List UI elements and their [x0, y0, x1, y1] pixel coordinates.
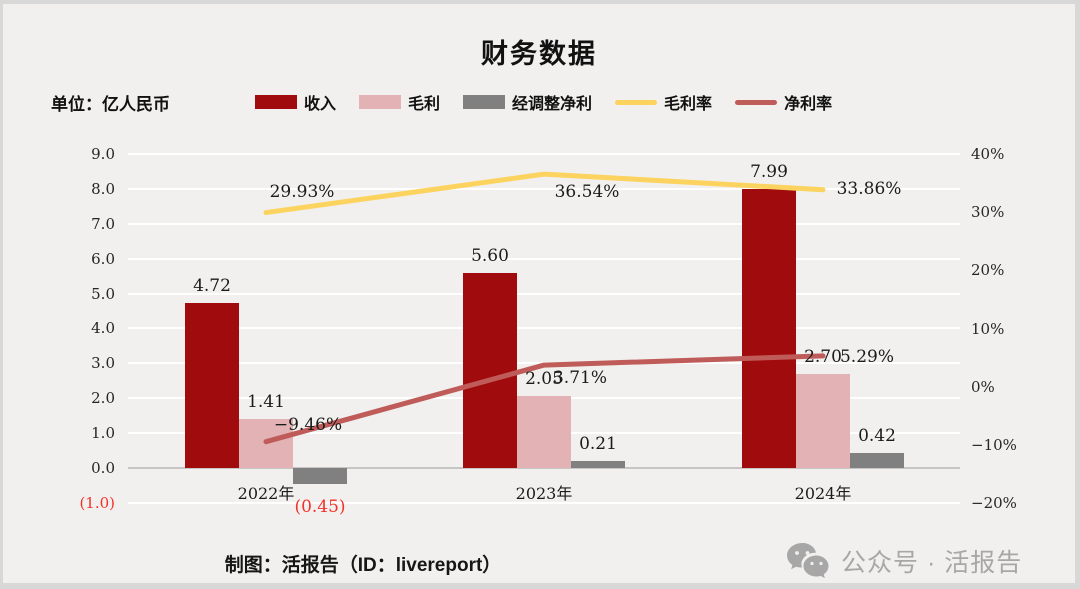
x-axis-category-label: 2022年 — [237, 484, 295, 503]
left-axis-tick: 4.0 — [91, 319, 115, 338]
gross-margin-line-label: 36.54% — [554, 182, 620, 203]
revenue-bar[interactable] — [463, 272, 517, 468]
left-axis-tick: 8.0 — [91, 179, 115, 198]
legend-label: 经调整净利 — [512, 96, 593, 113]
wechat-badge-text: 公众号 · 活报告 — [841, 549, 1023, 577]
legend-item-gross-profit[interactable]: 毛利 — [359, 90, 440, 114]
legend-item-gross-margin[interactable]: 毛利率 — [615, 90, 712, 114]
right-axis-tick: 30% — [971, 203, 1005, 222]
gross-profit-bar[interactable] — [517, 396, 571, 468]
left-axis-tick: 9.0 — [91, 144, 115, 163]
legend: 收入 毛利 经调整净利 毛利率 净利率 — [255, 90, 832, 114]
adjusted-net-bar-label: 0.21 — [579, 433, 617, 454]
net-margin-line[interactable] — [263, 353, 826, 445]
right-axis-tick: 40% — [971, 145, 1005, 163]
gross-profit-bar-label: 1.41 — [247, 391, 285, 412]
gridline — [128, 292, 960, 295]
gross-profit-bar-label: 2.70 — [804, 346, 842, 367]
adjusted-net-bar[interactable] — [293, 468, 347, 484]
gross-profit-bar[interactable] — [796, 373, 850, 468]
legend-label: 收入 — [304, 96, 337, 113]
right-axis-tick: −10% — [971, 435, 1017, 454]
adjusted-net-bar[interactable] — [571, 460, 625, 468]
net-margin-line-label: 3.71% — [552, 368, 608, 389]
revenue-swatch-icon — [255, 95, 297, 109]
left-axis-tick: 5.0 — [91, 284, 115, 303]
wechat-badge: 公众号 · 活报告 — [785, 542, 1022, 580]
legend-label: 毛利率 — [664, 96, 713, 113]
revenue-bar-label: 7.99 — [750, 162, 788, 183]
gross-margin-line-icon — [615, 99, 658, 105]
gridline — [128, 501, 960, 504]
right-axis-tick: −20% — [971, 494, 1017, 512]
gridline — [128, 257, 960, 260]
right-axis-tick: 0% — [971, 377, 995, 396]
right-axis-tick: 10% — [971, 319, 1005, 338]
left-axis-tick: 2.0 — [91, 389, 115, 408]
adjusted-net-bar-label: 0.42 — [858, 426, 896, 447]
gridline — [128, 222, 960, 225]
left-axis-tick: 6.0 — [91, 249, 115, 268]
legend-item-adjusted-net[interactable]: 经调整净利 — [463, 90, 592, 114]
x-axis-category-label: 2023年 — [515, 484, 573, 503]
gross-profit-swatch-icon — [359, 95, 402, 109]
gross-margin-line[interactable] — [263, 171, 826, 216]
left-axis-tick: 0.0 — [91, 459, 115, 477]
chart-canvas: 财务数据 单位：亿人民币 收入 毛利 经调整净利 毛利率 净利率 — [3, 4, 1075, 583]
left-axis-tick: (1.0) — [79, 493, 115, 512]
left-axis-tick: 7.0 — [91, 214, 115, 233]
adjusted-net-swatch-icon — [463, 95, 506, 109]
net-margin-line-label: 5.29% — [839, 346, 895, 367]
gridline — [128, 152, 960, 155]
legend-label: 毛利 — [408, 96, 441, 113]
footer-credit: 制图：活报告（ID：livereport） — [224, 555, 502, 576]
right-axis-tick: 20% — [971, 261, 1005, 280]
zero-axis-line — [128, 467, 960, 469]
gridline — [128, 187, 960, 190]
gross-profit-bar-label: 2.05 — [525, 369, 563, 390]
adjusted-net-bar[interactable] — [850, 453, 904, 468]
unit-label: 单位：亿人民币 — [51, 95, 170, 114]
net-margin-line-icon — [735, 99, 778, 105]
legend-label: 净利率 — [784, 96, 833, 113]
adjusted-net-bar-label: (0.45) — [294, 496, 346, 517]
gross-margin-line-label: 33.86% — [836, 178, 902, 199]
wechat-icon — [787, 543, 829, 579]
legend-item-net-margin[interactable]: 净利率 — [735, 90, 832, 114]
chart-title: 财务数据 — [481, 39, 597, 69]
gross-margin-line-label: 29.93% — [269, 181, 335, 202]
legend-item-revenue[interactable]: 收入 — [255, 90, 336, 114]
revenue-bar[interactable] — [185, 303, 239, 468]
revenue-bar-label: 5.60 — [471, 245, 509, 266]
left-axis-tick: 1.0 — [91, 424, 115, 443]
x-axis-category-label: 2024年 — [794, 484, 852, 503]
net-margin-line-label: −9.46% — [273, 414, 343, 435]
gridline — [128, 327, 960, 330]
line-series-layer — [263, 171, 826, 445]
left-axis-tick: 3.0 — [91, 354, 115, 373]
revenue-bar-label: 4.72 — [193, 276, 231, 297]
revenue-bar[interactable] — [742, 189, 796, 468]
